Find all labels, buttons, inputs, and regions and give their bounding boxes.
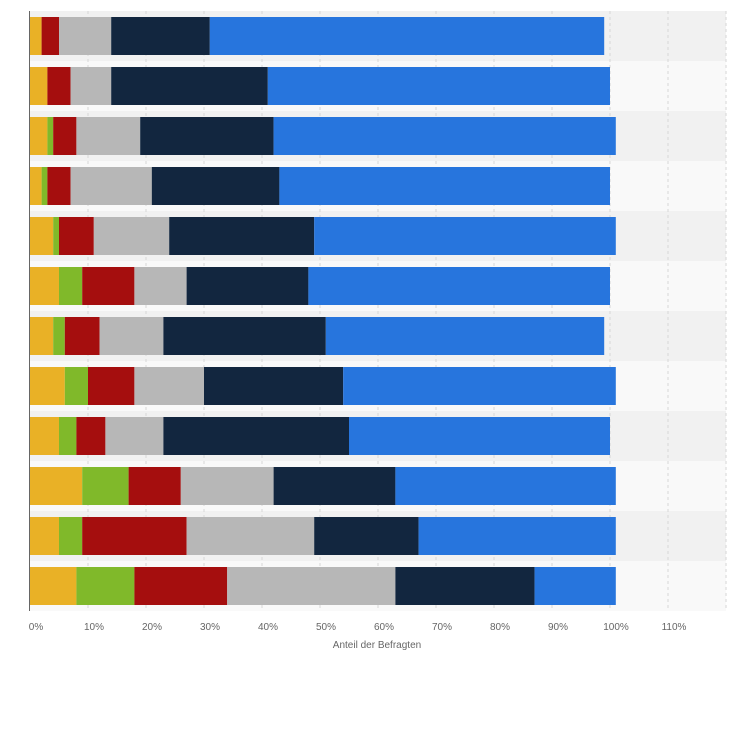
gridlines [87,11,727,611]
bar-segment[interactable] [82,267,135,305]
bar-segment[interactable] [279,167,610,205]
x-tick-label: 0% [29,622,44,633]
bar-segment[interactable] [47,167,71,205]
bar-segment[interactable] [53,317,65,355]
bar-segment[interactable] [204,367,344,405]
bar-segment[interactable] [227,567,396,605]
bar-segment[interactable] [47,67,71,105]
x-tick-label: 70% [432,622,452,633]
bar-segment[interactable] [30,467,83,505]
bar-segment[interactable] [273,117,616,155]
bar-segment[interactable] [47,117,54,155]
bar-segment[interactable] [30,17,42,55]
bar-segment[interactable] [30,367,65,405]
bar-segment[interactable] [395,567,535,605]
bar-segment[interactable] [30,317,54,355]
bar-segment[interactable] [186,517,315,555]
bar-segment[interactable] [53,117,77,155]
bar-segment[interactable] [134,567,228,605]
bar-segment[interactable] [186,267,309,305]
x-tick-label: 40% [258,622,278,633]
bar-segment[interactable] [151,167,280,205]
bar-segment[interactable] [30,517,59,555]
bar-segment[interactable] [64,367,88,405]
bar-segment[interactable] [343,367,616,405]
bar-segment[interactable] [128,467,181,505]
x-tick-label: 100% [603,622,629,633]
bars [30,17,616,605]
bar-segment[interactable] [140,117,274,155]
bar-segment[interactable] [82,517,187,555]
bar-segment[interactable] [30,167,42,205]
bar-segment[interactable] [111,67,268,105]
bar-segment[interactable] [93,217,170,255]
bar-segment[interactable] [134,367,204,405]
bar-segment[interactable] [41,167,48,205]
x-axis-label: Anteil der Befragten [333,640,421,651]
bar-segment[interactable] [30,117,48,155]
bar-segment[interactable] [59,217,94,255]
bar-segment[interactable] [53,217,59,255]
bar-segment[interactable] [41,17,59,55]
bar-segment[interactable] [59,267,83,305]
bar-segment[interactable] [308,267,610,305]
bar-segment[interactable] [30,267,59,305]
x-tick-label: 90% [548,622,568,633]
bar-segment[interactable] [134,267,187,305]
bar-segment[interactable] [273,467,396,505]
bar-segment[interactable] [418,517,616,555]
bar-segment[interactable] [105,417,164,455]
bar-segment[interactable] [534,567,616,605]
bar-segment[interactable] [88,367,135,405]
bar-segment[interactable] [64,317,100,355]
x-tick-label: 80% [490,622,510,633]
x-tick-label: 60% [374,622,394,633]
bar-segment[interactable] [169,217,315,255]
bar-segment[interactable] [180,467,274,505]
x-tick-label: 110% [662,622,687,633]
bar-segment[interactable] [314,517,419,555]
bar-segment[interactable] [349,417,610,455]
bar-segment[interactable] [30,417,59,455]
bar-segment[interactable] [76,117,141,155]
bar-segment[interactable] [30,567,77,605]
bar-segment[interactable] [70,167,152,205]
bar-segment[interactable] [209,17,605,55]
bar-segment[interactable] [395,467,616,505]
bar-segment[interactable] [59,417,77,455]
bar-segment[interactable] [99,317,164,355]
x-tick-label: 50% [316,622,336,633]
bar-segment[interactable] [82,467,129,505]
bar-segment[interactable] [59,517,83,555]
x-tick-label: 10% [84,622,104,633]
bar-segment[interactable] [267,67,610,105]
bar-segment[interactable] [163,317,326,355]
bar-segment[interactable] [314,217,616,255]
bar-segment[interactable] [111,17,210,55]
x-tick-label: 30% [200,622,220,633]
bar-segment[interactable] [76,417,106,455]
bar-segment[interactable] [30,67,48,105]
bar-segment[interactable] [325,317,605,355]
x-tick-labels: 0% 10% 20% 30% 40% 50% 60% 70% 80% 90% 100% 110% [29,622,687,633]
bar-segment[interactable] [163,417,349,455]
bar-segment[interactable] [59,17,112,55]
bar-segment[interactable] [70,67,112,105]
x-tick-label: 20% [142,622,162,633]
bar-segment[interactable] [76,567,135,605]
bar-segment[interactable] [30,217,54,255]
